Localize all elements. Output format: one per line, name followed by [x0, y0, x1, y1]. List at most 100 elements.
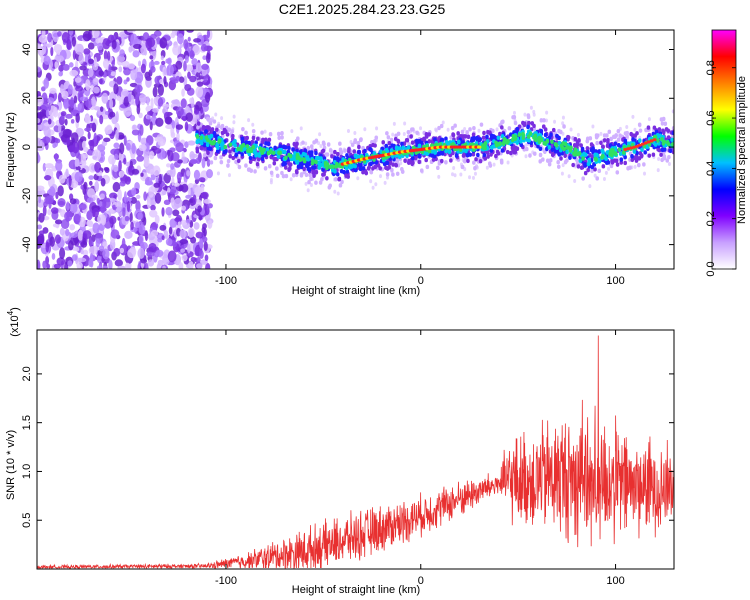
- spectrogram-cell: [132, 50, 140, 58]
- spectrogram-cell: [651, 152, 656, 157]
- spectrogram-cell: [137, 247, 145, 259]
- spectrogram-cell: [175, 75, 180, 82]
- spectrogram-cell: [43, 126, 51, 137]
- spectrogram-cell: [670, 137, 674, 142]
- spectrogram-cell: [466, 134, 471, 140]
- spectrogram-cell: [612, 158, 617, 163]
- snr-scale-exp: 4: [6, 310, 15, 315]
- spectrogram-cell: [294, 159, 299, 164]
- spectrogram-cell: [175, 124, 184, 130]
- spectrogram-cell: [562, 124, 566, 129]
- spectrogram-cell: [178, 262, 184, 269]
- spectrogram-cell: [610, 158, 614, 164]
- spectrogram-cell: [436, 152, 440, 157]
- spectrogram-cell: [294, 169, 299, 174]
- spectrogram-cell: [643, 150, 647, 155]
- spectrogram-cell: [153, 182, 161, 188]
- spectrogram-cell: [437, 174, 441, 179]
- spectrogram-cell: [37, 111, 45, 118]
- spectrogram-cell: [57, 185, 64, 197]
- spectrogram-cell: [657, 127, 662, 132]
- spectrogram-cell: [167, 184, 177, 195]
- spectrogram-cell: [604, 170, 608, 175]
- spectrogram-cell: [88, 122, 95, 129]
- spectrogram-cell: [575, 141, 580, 147]
- spectrogram-cell: [556, 164, 561, 169]
- spectrogram-cell: [317, 160, 321, 166]
- spectrogram-cell: [64, 261, 69, 269]
- colorbar: 0.0 0.2 0.4 0.6 0.8 Normalized spectral ampl…: [705, 29, 748, 277]
- spectrogram-cell: [463, 126, 467, 131]
- spectrogram-cell: [244, 163, 248, 168]
- spectrogram-cell: [115, 129, 119, 141]
- spectrogram-cell: [205, 262, 211, 269]
- spectrogram-cell: [277, 131, 281, 137]
- spectrogram-cell: [266, 141, 271, 147]
- spectrogram-cell: [351, 163, 355, 168]
- spectrogram-cell: [179, 43, 184, 48]
- spectrogram-cell: [168, 226, 173, 235]
- spectrogram-cell: [488, 163, 493, 168]
- spectrogram-cell: [155, 249, 164, 258]
- spectrogram-cell: [74, 77, 82, 83]
- spectrogram-cell: [268, 150, 273, 155]
- spectrogram-cell: [201, 125, 206, 130]
- snr-xtick-label: -100: [215, 575, 237, 587]
- spectrogram-cell: [53, 43, 63, 53]
- spectrogram-cell: [51, 253, 56, 260]
- spectrogram-cell: [311, 165, 315, 170]
- spectrogram-cell: [251, 128, 256, 134]
- spectrogram-cell: [630, 154, 634, 159]
- spectrogram-cell: [138, 60, 142, 67]
- spectrogram-cell: [176, 171, 182, 182]
- spectrogram-cell: [500, 148, 505, 153]
- spectrogram-cell: [166, 65, 170, 76]
- spectrogram-cell: [145, 76, 152, 81]
- spectrogram-cell: [471, 132, 476, 137]
- spectrogram-cell: [79, 216, 86, 228]
- spectrogram-cell: [468, 127, 472, 132]
- spectrogram-cell: [154, 192, 162, 204]
- spectrogram-cell: [591, 146, 595, 151]
- spectrogram-cell: [272, 156, 277, 162]
- spectrogram-ytick-label: 20: [21, 92, 33, 104]
- spectrogram-cell: [102, 58, 110, 69]
- snr-ytick-label: 1.0: [21, 464, 33, 479]
- spectrogram-cell: [69, 198, 77, 205]
- spectrogram-cell: [200, 191, 209, 199]
- spectrogram-cell: [325, 176, 329, 181]
- spectrogram-cell: [608, 151, 613, 157]
- spectrogram-cell: [509, 150, 513, 156]
- spectrogram-cell: [303, 148, 308, 154]
- spectrogram-cell: [46, 263, 51, 269]
- snr-scale-label: (x104): [6, 307, 21, 337]
- spectrogram-cell: [197, 205, 202, 213]
- spectrogram-cell: [97, 42, 104, 51]
- spectrogram-cell: [196, 121, 201, 126]
- spectrogram-cell: [417, 143, 422, 149]
- spectrogram-cell: [437, 125, 441, 131]
- spectrogram-cell: [138, 112, 143, 119]
- spectrogram-cell: [74, 157, 80, 167]
- spectrogram-cell: [174, 217, 182, 222]
- snr-xlabel: Height of straight line (km): [292, 584, 420, 596]
- snr-ytick-label: 0.5: [21, 513, 33, 528]
- spectrogram-cell: [128, 46, 133, 53]
- spectrogram-cell: [431, 157, 436, 162]
- spectrogram-cell: [69, 224, 76, 231]
- spectrogram-cell: [113, 83, 119, 95]
- spectrogram-cell: [157, 97, 164, 107]
- spectrogram-cell: [585, 146, 590, 151]
- spectrogram-cell: [338, 147, 343, 152]
- spectrogram-cell: [55, 55, 65, 63]
- spectrogram-cell: [295, 152, 300, 158]
- spectrogram-cell: [178, 185, 183, 192]
- spectrogram-cell: [196, 125, 200, 130]
- spectrogram-cell: [53, 263, 61, 269]
- spectrogram-cell: [75, 166, 81, 171]
- spectrogram-cell: [78, 203, 87, 211]
- spectrogram-cell: [240, 136, 244, 142]
- spectrogram-cell: [590, 168, 594, 174]
- spectrogram-cell: [74, 171, 83, 183]
- spectrogram-cell: [175, 142, 184, 153]
